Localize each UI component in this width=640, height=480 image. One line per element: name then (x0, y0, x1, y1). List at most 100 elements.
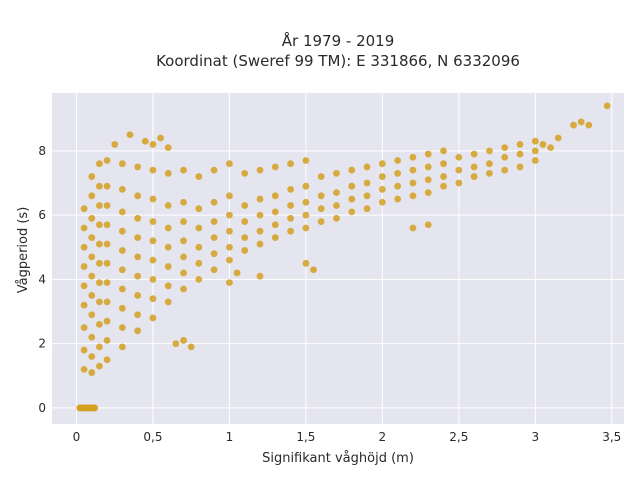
scatter-point (164, 202, 172, 209)
scatter-point (118, 304, 126, 312)
scatter-point (96, 279, 103, 287)
scatter-point (164, 243, 172, 251)
scatter-point (455, 153, 463, 161)
scatter-point (103, 157, 111, 164)
scatter-point (134, 292, 142, 299)
scatter-point (226, 256, 233, 264)
scatter-point (180, 253, 187, 261)
scatter-point (577, 118, 585, 126)
scatter-point (378, 198, 386, 206)
scatter-point (363, 192, 371, 200)
scatter-point (96, 320, 103, 328)
scatter-point (149, 237, 157, 245)
scatter-point (287, 214, 294, 222)
scatter-point (256, 166, 264, 174)
x-tick-label: 1 (226, 430, 234, 444)
scatter-point (310, 266, 317, 274)
scatter-point (570, 121, 577, 129)
scatter-point (424, 221, 432, 229)
scatter-point (486, 160, 493, 168)
scatter-point (317, 218, 325, 225)
scatter-point (271, 208, 279, 216)
scatter-point (180, 337, 187, 344)
scatter-point (103, 182, 111, 190)
scatter-point (554, 134, 562, 142)
scatter-point (164, 282, 172, 290)
scatter-point (516, 141, 524, 148)
scatter-point (103, 259, 111, 267)
scatter-point (271, 192, 279, 200)
scatter-point (287, 160, 294, 168)
scatter-point (134, 234, 142, 242)
scatter-point (516, 163, 524, 171)
scatter-point (256, 240, 264, 248)
scatter-point (149, 218, 157, 225)
scatter-point (424, 150, 432, 158)
y-axis-label: Vågperiod (s) (16, 207, 31, 294)
scatter-point (302, 182, 310, 190)
scatter-point (149, 275, 157, 283)
scatter-point (585, 121, 593, 129)
x-tick-label: 0 (73, 430, 81, 444)
scatter-point (241, 247, 249, 254)
scatter-point (157, 134, 164, 142)
scatter-point (226, 160, 233, 168)
scatter-point (80, 263, 88, 270)
scatter-point (195, 259, 203, 267)
scatter-point (317, 173, 325, 180)
scatter-point (547, 144, 554, 152)
scatter-point (271, 221, 279, 229)
scatter-point (378, 173, 386, 180)
scatter-point (118, 343, 126, 351)
scatter-point (88, 173, 96, 180)
scatter-point (455, 166, 463, 174)
scatter-point (141, 137, 149, 145)
scatter-point (195, 173, 203, 180)
scatter-point (409, 192, 417, 200)
scatter-point (440, 160, 447, 168)
scatter-point (210, 218, 218, 225)
scatter-point (603, 102, 611, 110)
scatter-point (103, 279, 111, 287)
scatter-point (256, 195, 264, 203)
scatter-point (118, 186, 126, 193)
scatter-point (180, 166, 187, 174)
scatter-point (134, 272, 142, 280)
scatter-point (80, 282, 88, 290)
scatter-point (440, 182, 447, 190)
scatter-point (134, 163, 142, 171)
scatter-point (180, 285, 187, 293)
scatter-point (164, 169, 172, 177)
y-tick-label: 4 (38, 272, 46, 286)
scatter-point (271, 234, 279, 242)
scatter-point (440, 173, 447, 180)
scatter-point (424, 176, 432, 184)
scatter-point (103, 356, 111, 364)
scatter-point (195, 243, 203, 251)
scatter-point (348, 182, 356, 190)
scatter-point (149, 166, 157, 174)
scatter-point (424, 189, 432, 197)
scatter-point (149, 256, 157, 264)
scatter-point (118, 324, 126, 331)
scatter-point (134, 327, 142, 335)
scatter-point (256, 272, 264, 280)
scatter-point (256, 211, 264, 219)
x-tick-label: 0,5 (143, 430, 162, 444)
scatter-point (348, 166, 356, 174)
scatter-point (96, 298, 103, 306)
scatter-point (333, 169, 340, 177)
scatter-point (501, 144, 509, 152)
scatter-point (96, 221, 103, 229)
scatter-point (210, 166, 218, 174)
scatter-point (241, 218, 249, 225)
scatter-point (103, 298, 111, 306)
scatter-point (348, 195, 356, 203)
scatter-point (88, 333, 96, 341)
scatter-point (287, 186, 294, 193)
scatter-point (424, 163, 432, 171)
scatter-point (501, 153, 509, 161)
scatter-point (126, 131, 134, 139)
scatter-point (88, 272, 96, 280)
